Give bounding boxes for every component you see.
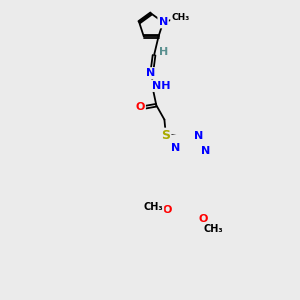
Text: O: O bbox=[135, 103, 145, 112]
Text: CH₃: CH₃ bbox=[203, 224, 223, 234]
Text: N: N bbox=[171, 143, 180, 153]
Text: O: O bbox=[162, 205, 172, 215]
Text: S: S bbox=[161, 129, 170, 142]
Text: N: N bbox=[201, 146, 210, 156]
Text: NH: NH bbox=[152, 81, 170, 91]
Text: N: N bbox=[194, 131, 203, 141]
Text: CH₃: CH₃ bbox=[144, 202, 163, 212]
Text: O: O bbox=[199, 214, 208, 224]
Text: CH₃: CH₃ bbox=[171, 13, 189, 22]
Text: N: N bbox=[146, 68, 155, 78]
Text: N: N bbox=[158, 17, 168, 27]
Text: H: H bbox=[159, 46, 169, 57]
